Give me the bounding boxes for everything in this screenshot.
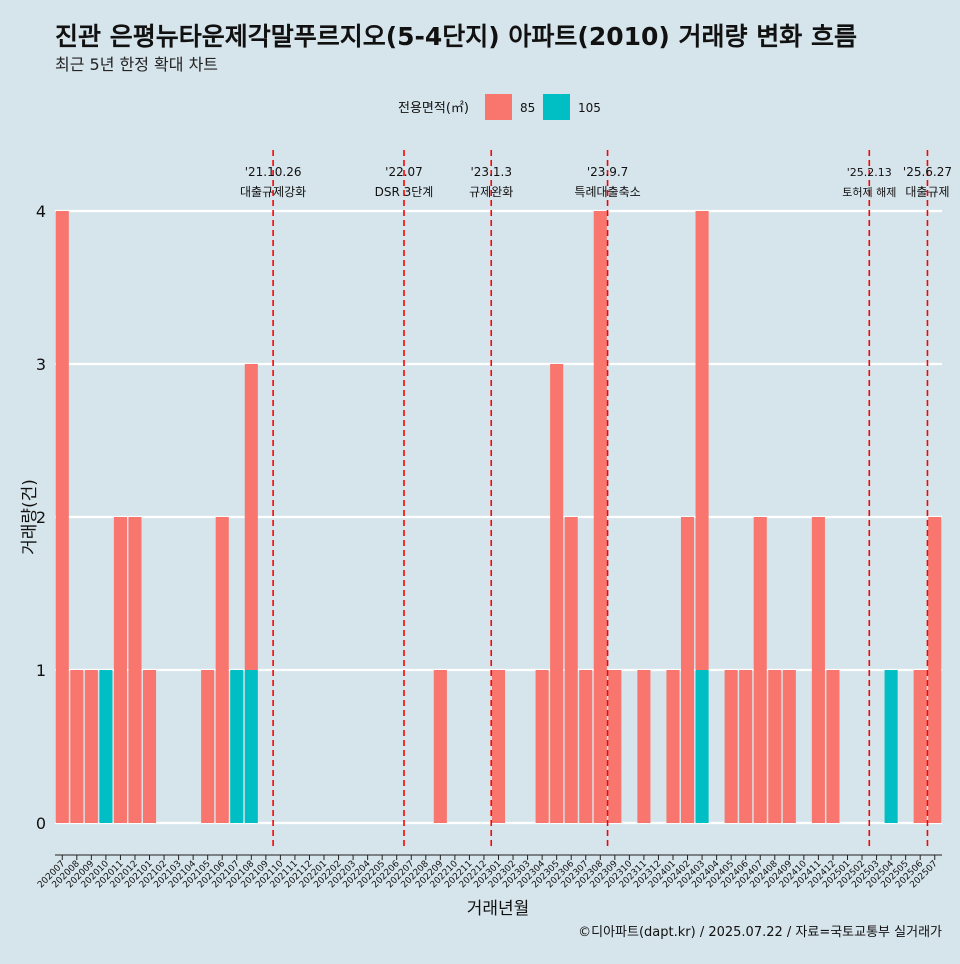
bar-85-202009	[84, 670, 98, 823]
bar-85-202101	[142, 670, 157, 823]
bar-85-202308	[593, 211, 607, 823]
event-date: '23.9.7	[587, 165, 628, 179]
event-label: DSR 3단계	[375, 185, 434, 199]
event-date: '21.10.26	[245, 165, 302, 179]
bar-105-202010	[99, 670, 113, 823]
y-tick-label: 4	[36, 202, 46, 221]
bar-85-202402	[680, 517, 695, 823]
y-tick-label: 1	[36, 661, 46, 680]
event-label: 특례대출축소	[574, 185, 640, 199]
bar-85-202401	[666, 670, 680, 823]
event-label: 규제완화	[469, 185, 513, 199]
bar-85-202507	[928, 517, 942, 823]
bar-85-202007	[55, 211, 69, 823]
chart-subtitle: 최근 5년 한정 확대 차트	[55, 55, 218, 74]
legend-title: 전용면적(㎡)	[398, 101, 469, 116]
event-label: 토허제 해제	[842, 185, 896, 199]
event-label: 대출규제강화	[240, 185, 306, 199]
event-label: 대출규제	[905, 185, 949, 199]
bar-85-202412	[826, 670, 840, 823]
bar-85-202304	[535, 670, 549, 823]
bar-85-202403	[695, 211, 709, 670]
y-axis-ticks: 0 1 2 3 4	[36, 202, 46, 833]
legend: 전용면적(㎡) 85 105	[398, 94, 601, 120]
y-tick-label: 2	[36, 508, 46, 527]
bar-85-202405	[724, 670, 738, 823]
bar-85-202008	[70, 670, 84, 823]
bars	[55, 211, 942, 823]
bar-85-202407	[753, 517, 767, 823]
bar-85-202011	[113, 517, 127, 823]
bar-85-202411	[811, 517, 825, 823]
y-tick-label: 3	[36, 355, 46, 374]
bar-85-202408	[768, 670, 782, 823]
legend-swatch-85	[485, 94, 512, 120]
bar-85-202108	[244, 364, 258, 670]
bar-85-202311	[637, 670, 651, 823]
bar-85-202106	[215, 517, 229, 823]
bar-85-202306	[564, 517, 578, 823]
footer-caption: ©디아파트(dapt.kr) / 2025.07.22 / 자료=국토교통부 실…	[578, 925, 942, 940]
chart-title: 진관 은평뉴타운제각말푸르지오(5-4단지) 아파트(2010) 거래량 변화 …	[55, 22, 857, 51]
bar-85-202406	[739, 670, 753, 823]
legend-swatch-105	[543, 94, 570, 120]
bar-85-202209	[433, 670, 447, 823]
bar-85-202105	[201, 670, 215, 823]
bar-105-202504	[884, 670, 898, 823]
bar-85-202012	[128, 517, 142, 823]
y-tick-label: 0	[36, 814, 46, 833]
event-lines: '21.10.26 대출규제강화 '22.07 DSR 3단계 '23.1.3 규제완화 '…	[240, 150, 952, 850]
bar-85-202305	[550, 364, 564, 823]
event-date: '25.2.13	[847, 166, 892, 179]
bar-85-202309	[608, 670, 622, 823]
event-date: '22.07	[385, 165, 423, 179]
bar-105-202107	[230, 670, 244, 823]
event-date: '25.6.27	[903, 165, 952, 179]
x-axis-label: 거래년월	[467, 899, 530, 919]
bar-105-202108	[244, 670, 258, 823]
bar-85-202307	[579, 670, 593, 823]
legend-label-105: 105	[578, 101, 601, 115]
legend-label-85: 85	[520, 101, 535, 115]
y-axis-label: 거래량(건)	[20, 479, 40, 555]
bar-105-202403	[695, 670, 709, 823]
event-date: '23.1.3	[470, 165, 511, 179]
bar-85-202409	[782, 670, 796, 823]
bar-85-202506	[913, 670, 927, 823]
x-axis: 2020072020082020092020102020112020122021…	[36, 854, 942, 890]
bar-85-202301	[491, 670, 506, 823]
